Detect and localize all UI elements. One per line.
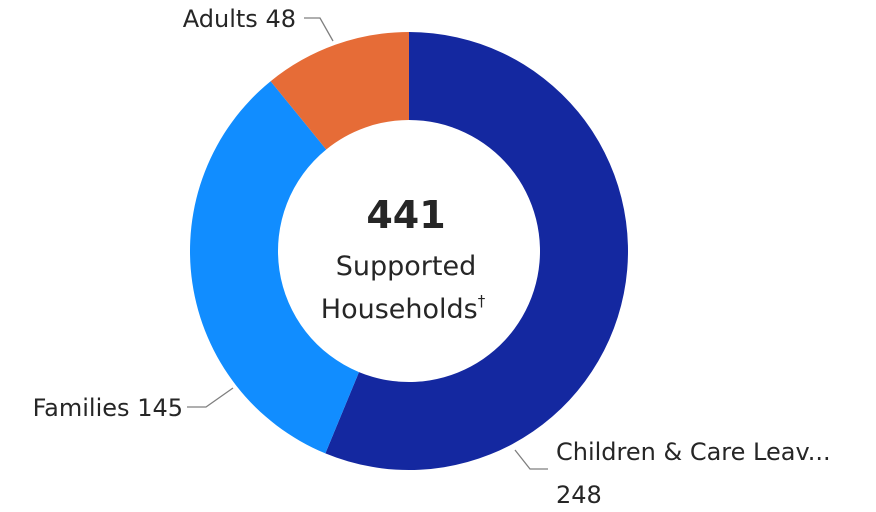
adults-label-name: Adults — [183, 5, 258, 33]
donut-slice-1[interactable] — [325, 32, 628, 471]
families-data-label: Families 145 — [33, 394, 183, 422]
children-leader-line — [514, 449, 548, 470]
center-line2: Households† — [321, 292, 486, 325]
donut-slices — [189, 32, 628, 471]
donut-slice-3[interactable] — [270, 32, 409, 150]
center-dagger: † — [478, 292, 486, 310]
children-data-label-name: Children & Care Leav... — [556, 438, 831, 466]
center-line2-text: Households — [321, 294, 478, 325]
donut-slice-2[interactable] — [189, 81, 359, 454]
children-data-label-value: 248 — [556, 481, 602, 508]
center-line1: Supported — [336, 251, 476, 282]
families-leader-line — [187, 387, 234, 408]
adults-leader-line — [304, 17, 334, 42]
adults-data-label: Adults 48 — [183, 5, 296, 33]
families-label-name: Families — [33, 394, 130, 422]
center-total: 441 — [366, 193, 445, 237]
families-label-value: 145 — [137, 394, 183, 422]
adults-label-value: 48 — [265, 5, 296, 33]
